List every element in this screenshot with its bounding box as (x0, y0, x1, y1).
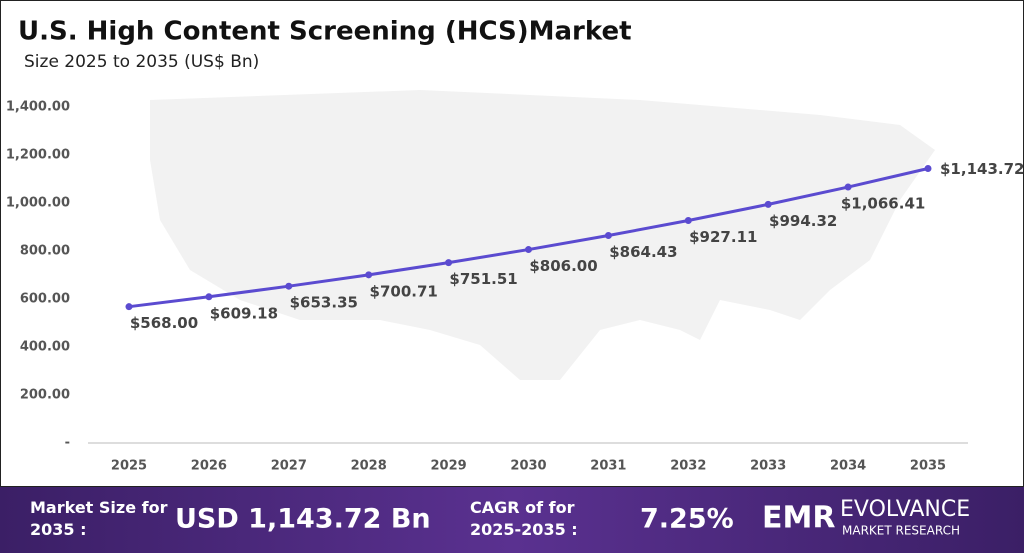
x-tick-label: 2026 (191, 459, 227, 474)
label-line: 2025-2035 : (470, 520, 578, 539)
y-tick-label: 1,200.00 (6, 148, 70, 163)
value-label: $751.51 (449, 270, 517, 288)
y-tick-label: - (65, 436, 70, 451)
point (445, 259, 453, 267)
point (604, 232, 612, 240)
map-background (150, 90, 935, 380)
point (125, 303, 133, 311)
brand: EVOLVANCE (840, 497, 970, 522)
point (205, 293, 213, 301)
value-label: $864.43 (609, 243, 677, 261)
footer-band (0, 487, 1024, 553)
value-label: $994.32 (769, 212, 837, 230)
chart-title: U.S. High Content Screening (HCS)Market (18, 17, 632, 47)
x-tick-label: 2029 (431, 459, 467, 474)
x-tick-label: 2027 (271, 459, 307, 474)
x-tick-label: 2032 (670, 459, 706, 474)
point (684, 216, 692, 224)
point (924, 165, 932, 173)
value-label: $806.00 (529, 257, 597, 275)
value-label: $1,066.41 (841, 195, 925, 213)
point (525, 246, 532, 254)
brand-sub: MARKET RESEARCH (842, 524, 960, 538)
point (764, 200, 772, 208)
point (285, 282, 293, 290)
chart-subtitle: Size 2025 to 2035 (US$ Bn) (24, 52, 259, 72)
value-label: $568.00 (130, 314, 198, 332)
market-size-label-text: Market Size for (30, 498, 168, 517)
x-tick-label: 2030 (510, 459, 546, 474)
cagr-value: 7.25% (640, 504, 734, 535)
y-tick-label: 400.00 (20, 340, 70, 355)
x-tick-label: 2033 (750, 459, 786, 474)
y-tick-label: 1,000.00 (6, 196, 70, 211)
cagr-label-text: CAGR of for (470, 498, 575, 517)
market-size-value: USD 1,143.72 Bn (175, 504, 431, 535)
value-label: $1,143.72 (940, 160, 1024, 178)
value-label: $609.18 (210, 304, 278, 322)
label-line: 2035 : (30, 520, 87, 539)
y-tick-label: 1,400.00 (6, 100, 70, 115)
x-tick-label: 2025 (111, 459, 147, 474)
point (365, 271, 373, 279)
x-tick-label: 2035 (910, 459, 946, 474)
x-tick-label: 2034 (830, 459, 866, 474)
market-size-label: Market Size for 2035 : (30, 498, 168, 539)
x-tick-label: 2031 (590, 459, 626, 474)
value-label: $653.35 (290, 294, 358, 312)
y-tick-label: 800.00 (20, 244, 70, 259)
logo: EMR (762, 501, 835, 536)
x-tick-label: 2028 (351, 459, 387, 474)
point (844, 183, 852, 191)
value-label: $927.11 (689, 228, 757, 246)
value-label: $700.71 (370, 282, 438, 300)
cagr-label: CAGR of for 2025-2035 : (470, 498, 578, 539)
y-tick-label: 600.00 (20, 292, 70, 307)
y-tick-label: 200.00 (20, 388, 70, 403)
